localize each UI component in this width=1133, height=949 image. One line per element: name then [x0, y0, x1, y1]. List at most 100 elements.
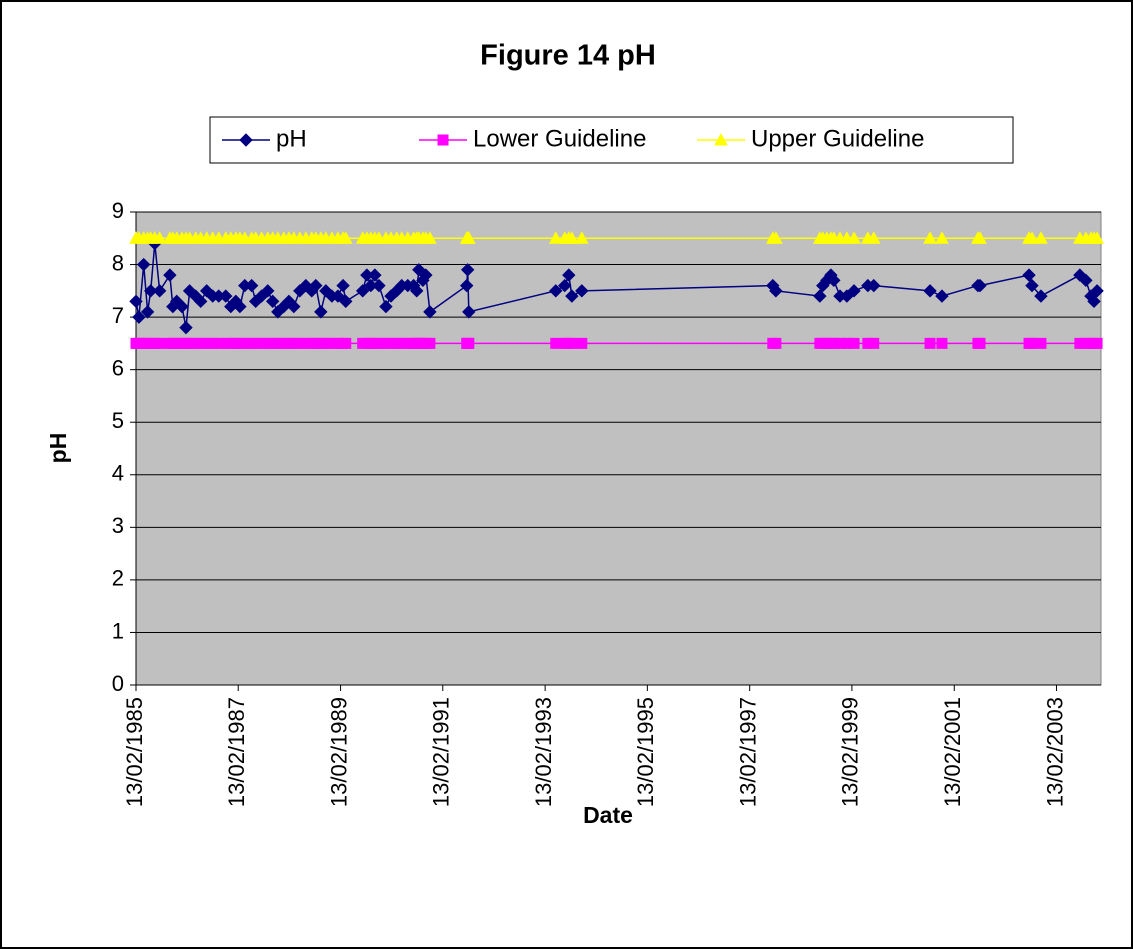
- marker: [973, 231, 987, 244]
- marker: [340, 337, 352, 349]
- x-tick-label: 13/02/1989: [326, 697, 351, 807]
- marker: [152, 284, 167, 298]
- marker: [1091, 337, 1103, 349]
- x-tick-label: 13/02/2003: [1042, 697, 1067, 807]
- legend-marker: [714, 132, 728, 146]
- marker: [368, 268, 382, 282]
- y-tick-label: 0: [112, 671, 124, 696]
- marker: [1035, 337, 1047, 349]
- y-tick-label: 7: [112, 303, 124, 328]
- marker: [1034, 231, 1048, 244]
- marker: [867, 278, 881, 293]
- marker: [423, 305, 437, 319]
- marker: [566, 337, 578, 349]
- marker: [848, 337, 860, 349]
- x-tick-label: 13/02/1987: [224, 697, 249, 807]
- y-tick-label: 6: [112, 355, 124, 380]
- marker: [355, 284, 370, 298]
- marker: [827, 273, 841, 288]
- marker: [770, 337, 782, 349]
- marker: [338, 231, 353, 244]
- marker: [813, 289, 827, 303]
- marker: [973, 278, 987, 293]
- marker: [193, 294, 208, 309]
- series: [129, 236, 1104, 335]
- legend-marker: [437, 134, 449, 146]
- legend-box: [209, 116, 1014, 164]
- y-tick-label: 1: [112, 618, 124, 643]
- marker: [460, 263, 475, 277]
- marker: [140, 305, 155, 319]
- y-tick-label: 5: [112, 408, 124, 433]
- y-tick-label: 2: [112, 566, 124, 591]
- marker: [769, 284, 783, 298]
- marker: [565, 289, 579, 303]
- y-tick-label: 8: [112, 250, 124, 275]
- marker: [372, 278, 386, 293]
- x-tick-label: 13/02/1993: [531, 697, 556, 807]
- series: [130, 337, 1103, 349]
- marker: [379, 299, 393, 314]
- marker: [136, 257, 151, 272]
- x-axis-title: Date: [583, 802, 633, 828]
- marker: [866, 231, 881, 244]
- marker: [1090, 231, 1104, 244]
- marker: [314, 305, 328, 319]
- x-tick-label: 13/02/2001: [940, 697, 965, 807]
- marker: [319, 284, 333, 298]
- y-tick-label: 4: [112, 461, 124, 486]
- y-tick-label: 3: [112, 513, 124, 538]
- marker: [1079, 273, 1093, 288]
- marker: [935, 289, 949, 303]
- x-tick-label: 13/02/1999: [838, 697, 863, 807]
- marker: [163, 268, 177, 282]
- marker: [423, 231, 437, 244]
- x-tick-label: 13/02/1997: [736, 697, 761, 807]
- series: [129, 231, 1104, 244]
- legend-label: Upper Guideline: [751, 125, 924, 152]
- x-tick-label: 13/02/1985: [122, 697, 147, 807]
- marker: [1022, 268, 1036, 282]
- marker: [132, 310, 146, 324]
- marker: [309, 278, 323, 293]
- marker: [419, 268, 433, 282]
- marker: [463, 337, 475, 349]
- marker: [1073, 268, 1087, 282]
- marker: [847, 231, 861, 244]
- x-tick-label: 13/02/1995: [633, 697, 658, 807]
- marker: [1034, 289, 1048, 303]
- x-tick-label: 13/02/1991: [429, 697, 454, 807]
- legend-label: Lower Guideline: [473, 125, 646, 152]
- y-axis-title: pH: [45, 433, 71, 464]
- marker: [129, 294, 143, 309]
- marker: [1025, 231, 1039, 244]
- marker: [179, 320, 193, 335]
- marker: [460, 278, 474, 293]
- legend-marker: [239, 133, 253, 147]
- marker: [461, 231, 476, 244]
- marker: [1025, 278, 1039, 293]
- marker: [565, 231, 579, 244]
- marker: [974, 337, 986, 349]
- marker: [424, 337, 436, 349]
- marker: [562, 268, 576, 282]
- legend-label: pH: [276, 125, 307, 152]
- marker: [143, 284, 158, 298]
- marker: [549, 284, 563, 298]
- marker: [923, 231, 937, 244]
- marker: [574, 231, 589, 244]
- marker: [1090, 284, 1104, 298]
- marker: [575, 284, 589, 298]
- chart-title: Figure 14 pH: [480, 40, 656, 72]
- marker: [868, 337, 880, 349]
- marker: [265, 294, 280, 309]
- marker: [462, 305, 476, 319]
- marker: [847, 284, 861, 298]
- marker: [219, 289, 233, 303]
- marker: [410, 284, 424, 298]
- marker: [175, 299, 189, 314]
- marker: [261, 284, 275, 298]
- marker: [154, 337, 166, 349]
- marker: [336, 278, 350, 293]
